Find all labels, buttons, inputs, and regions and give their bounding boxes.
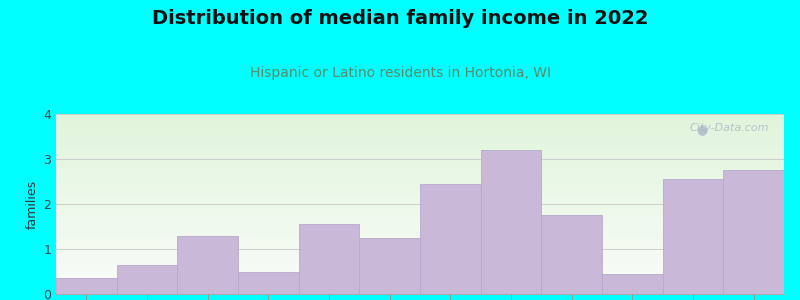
Text: City-Data.com: City-Data.com [690,123,770,133]
Bar [298,224,359,294]
Bar [238,272,298,294]
Bar [542,215,602,294]
Bar [117,265,178,294]
Bar [359,238,420,294]
Bar [420,184,481,294]
Text: ●: ● [697,123,707,136]
Y-axis label: families: families [26,179,39,229]
Bar [602,274,662,294]
Bar [178,236,238,294]
Text: Distribution of median family income in 2022: Distribution of median family income in … [152,9,648,28]
Bar [56,278,117,294]
Bar [481,150,542,294]
Bar [723,170,784,294]
Bar [662,179,723,294]
Text: Hispanic or Latino residents in Hortonia, WI: Hispanic or Latino residents in Hortonia… [250,66,550,80]
